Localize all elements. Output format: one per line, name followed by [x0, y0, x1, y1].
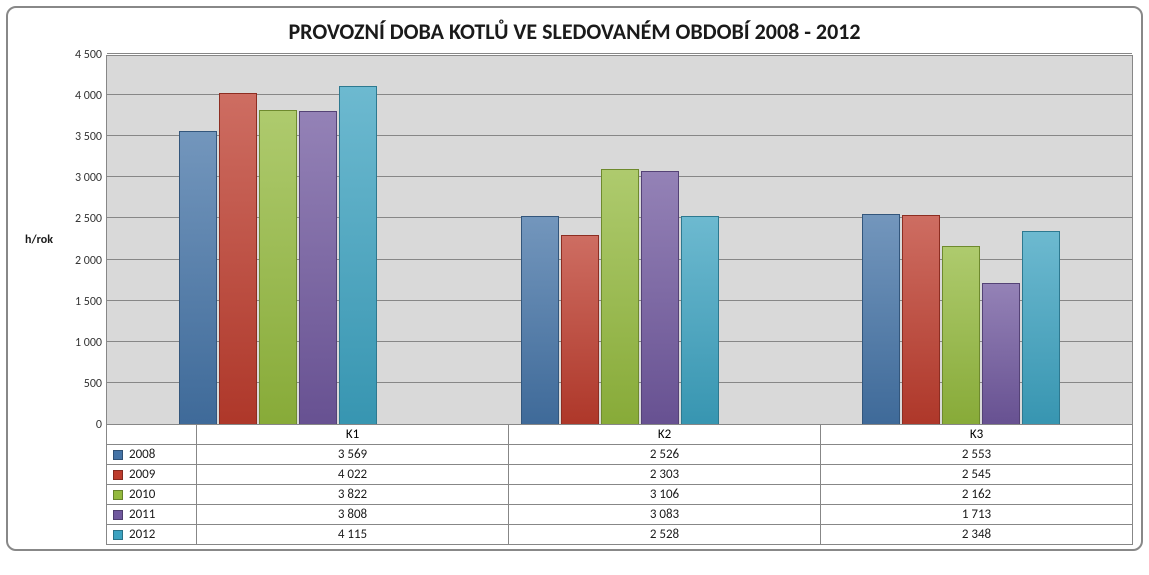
legend-swatch	[113, 530, 123, 540]
table-row: 2012 4 1152 5282 348	[106, 525, 1133, 545]
table-cell: 2 303	[509, 465, 821, 484]
y-tick: 3 000	[75, 171, 102, 185]
table-cell: 3 808	[197, 505, 509, 524]
legend-swatch	[113, 450, 123, 460]
bar	[601, 169, 639, 424]
plot-row: h/rok 05001 0001 5002 0002 5003 0003 500…	[16, 55, 1133, 425]
table-cell: 2 528	[509, 525, 821, 544]
bar	[1022, 231, 1060, 424]
table-cell: 3 083	[509, 505, 821, 524]
bar	[339, 86, 377, 424]
series-name: 2012	[129, 527, 155, 542]
category-header: K1	[197, 425, 509, 444]
bar	[641, 171, 679, 424]
bars-layer	[107, 56, 1132, 424]
table-cell: 2 162	[821, 485, 1132, 504]
bar	[942, 246, 980, 424]
y-tick: 2 500	[75, 212, 102, 226]
y-axis-label: h/rok	[25, 233, 53, 247]
bar-group	[449, 56, 791, 424]
bar-group	[790, 56, 1132, 424]
y-tick: 2 000	[75, 254, 102, 268]
y-tick: 0	[96, 418, 102, 432]
y-tick: 3 500	[75, 130, 102, 144]
y-tick: 1 500	[75, 295, 102, 309]
legend-swatch	[113, 470, 123, 480]
series-name: 2011	[129, 507, 155, 522]
row-head-empty	[107, 425, 197, 444]
bar	[521, 216, 559, 424]
bar	[681, 216, 719, 424]
bar	[259, 110, 297, 424]
series-name: 2010	[129, 487, 155, 502]
bar	[179, 131, 217, 424]
table-cell: 3 106	[509, 485, 821, 504]
table-row: 2008 3 5692 5262 553	[106, 445, 1133, 465]
category-header: K3	[821, 425, 1132, 444]
series-header: 2012	[107, 525, 197, 544]
legend-swatch	[113, 510, 123, 520]
series-header: 2010	[107, 485, 197, 504]
bar	[862, 214, 900, 424]
data-table: K1K2K320083 5692 5262 55320094 0222 3032…	[106, 425, 1133, 545]
bar-group	[107, 56, 449, 424]
series-name: 2008	[129, 447, 155, 462]
table-cell: 2 348	[821, 525, 1132, 544]
plot-area	[106, 55, 1133, 425]
bar	[561, 235, 599, 424]
legend-swatch	[113, 490, 123, 500]
series-header: 2009	[107, 465, 197, 484]
table-cell: 2 545	[821, 465, 1132, 484]
gridline	[107, 53, 1132, 54]
y-tick: 1 000	[75, 336, 102, 350]
chart-title: PROVOZNÍ DOBA KOTLŮ VE SLEDOVANÉM OBDOBÍ…	[16, 18, 1133, 45]
table-row: 2011 3 8083 0831 713	[106, 505, 1133, 525]
y-axis-ticks: 05001 0001 5002 0002 5003 0003 5004 0004…	[62, 55, 106, 425]
series-name: 2009	[129, 467, 155, 482]
series-header: 2011	[107, 505, 197, 524]
table-cell: 2 526	[509, 445, 821, 464]
y-tick: 500	[84, 377, 102, 391]
series-header: 2008	[107, 445, 197, 464]
y-axis-label-col: h/rok	[16, 55, 62, 425]
bar	[982, 283, 1020, 424]
chart-container: PROVOZNÍ DOBA KOTLŮ VE SLEDOVANÉM OBDOBÍ…	[6, 6, 1143, 551]
bar	[902, 215, 940, 424]
table-cell: 3 569	[197, 445, 509, 464]
table-cell: 4 115	[197, 525, 509, 544]
table-cell: 3 822	[197, 485, 509, 504]
y-tick: 4 500	[75, 48, 102, 62]
table-cell: 2 553	[821, 445, 1132, 464]
bar	[299, 111, 337, 424]
category-header: K2	[509, 425, 821, 444]
table-cell: 1 713	[821, 505, 1132, 524]
table-row: 2010 3 8223 1062 162	[106, 485, 1133, 505]
bar	[219, 93, 257, 424]
y-tick: 4 000	[75, 89, 102, 103]
category-header-row: K1K2K3	[106, 425, 1133, 445]
table-row: 2009 4 0222 3032 545	[106, 465, 1133, 485]
table-cell: 4 022	[197, 465, 509, 484]
